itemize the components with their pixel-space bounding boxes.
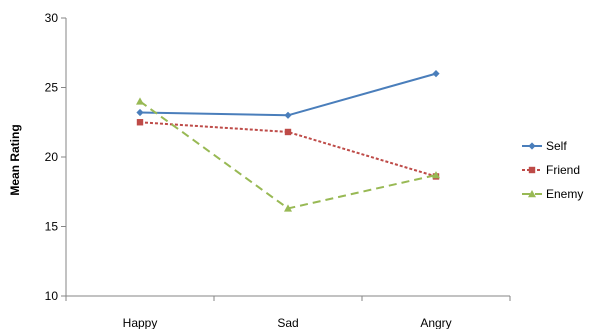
data-point-self xyxy=(136,108,144,117)
data-point-self xyxy=(284,111,292,119)
legend-label-enemy: Enemy xyxy=(546,187,583,201)
data-point-enemy xyxy=(432,171,440,179)
series-line-self xyxy=(139,72,437,117)
y-tick-label: 25 xyxy=(45,81,59,95)
x-tick-label: Angry xyxy=(420,316,451,329)
legend: Self Friend Enemy xyxy=(522,139,583,201)
series-lines xyxy=(136,70,440,212)
data-point-enemy xyxy=(284,204,292,212)
series-line-friend xyxy=(139,121,437,178)
legend-item-friend: Friend xyxy=(522,163,580,177)
legend-item-self: Self xyxy=(522,139,567,153)
legend-marker-self xyxy=(528,142,536,150)
legend-label-friend: Friend xyxy=(546,163,580,177)
series-friend xyxy=(136,119,440,180)
y-axis-title: Mean Rating xyxy=(8,124,22,195)
x-tick-label: Sad xyxy=(277,316,298,329)
data-point-friend xyxy=(284,128,292,136)
legend-label-self: Self xyxy=(546,139,567,153)
y-tick-label: 30 xyxy=(45,11,59,25)
data-point-enemy xyxy=(136,97,144,105)
series-enemy xyxy=(136,97,440,212)
series-self xyxy=(136,70,440,119)
y-tick-label: 20 xyxy=(45,150,59,164)
data-point-self xyxy=(432,70,440,78)
data-point-friend xyxy=(136,119,144,126)
axes: 10 15 20 25 30 Happy Sad Angry xyxy=(45,11,511,329)
legend-marker-friend xyxy=(528,166,536,174)
x-tick-label: Happy xyxy=(123,316,158,329)
y-tick-label: 15 xyxy=(45,220,59,234)
y-tick-label: 10 xyxy=(45,289,59,303)
legend-marker-enemy xyxy=(528,190,536,198)
legend-item-enemy: Enemy xyxy=(522,187,583,201)
